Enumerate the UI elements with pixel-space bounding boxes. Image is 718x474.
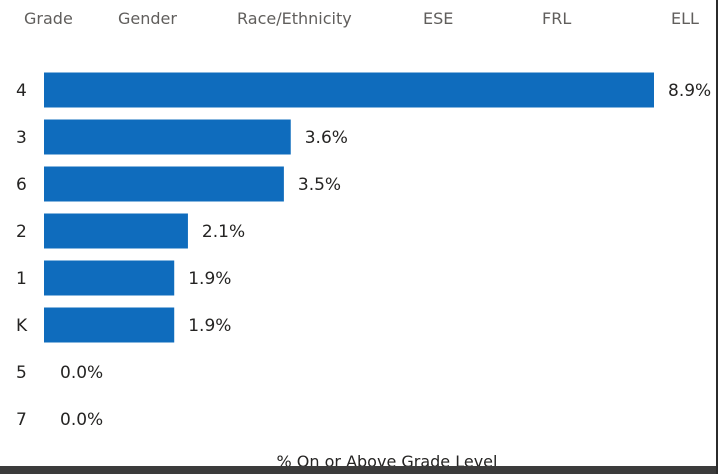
data-label-1: 1.9% bbox=[188, 269, 231, 289]
category-label-k: K bbox=[16, 316, 28, 336]
bar-4[interactable] bbox=[44, 72, 654, 108]
bottom-border bbox=[0, 466, 718, 474]
data-label-3: 3.6% bbox=[305, 128, 348, 148]
bar-chart: 4 8.9% 3 3.6% 6 3.5% 2 2.1% 1 1.9% K 1.9% 5 0.0% 7 0.0% bbox=[0, 60, 718, 450]
data-label-2: 2.1% bbox=[202, 222, 245, 242]
bar-2[interactable] bbox=[44, 213, 188, 249]
tab-ese[interactable]: ESE bbox=[423, 9, 454, 28]
data-label-k: 1.9% bbox=[188, 316, 231, 336]
category-label-4: 4 bbox=[16, 81, 27, 101]
tab-race-ethnicity[interactable]: Race/Ethnicity bbox=[237, 9, 352, 28]
right-border bbox=[716, 0, 718, 474]
bar-6[interactable] bbox=[44, 166, 284, 202]
category-label-6: 6 bbox=[16, 175, 27, 195]
data-label-7: 0.0% bbox=[60, 410, 103, 430]
category-label-7: 7 bbox=[16, 410, 27, 430]
category-label-1: 1 bbox=[16, 269, 27, 289]
category-label-5: 5 bbox=[16, 363, 27, 383]
bar-k[interactable] bbox=[44, 307, 175, 343]
data-label-4: 8.9% bbox=[668, 81, 711, 101]
category-label-2: 2 bbox=[16, 222, 27, 242]
tab-grade[interactable]: Grade bbox=[24, 9, 73, 28]
tab-frl[interactable]: FRL bbox=[542, 9, 572, 28]
data-label-5: 0.0% bbox=[60, 363, 103, 383]
data-label-6: 3.5% bbox=[298, 175, 341, 195]
bar-1[interactable] bbox=[44, 260, 175, 296]
tab-ell[interactable]: ELL bbox=[671, 9, 699, 28]
category-label-3: 3 bbox=[16, 128, 27, 148]
bar-chart-svg: 4 8.9% 3 3.6% 6 3.5% 2 2.1% 1 1.9% K 1.9% 5 0.0% 7 0.0% bbox=[16, 72, 711, 430]
bar-3[interactable] bbox=[44, 119, 291, 155]
filter-tabs: Grade Gender Race/Ethnicity ESE FRL ELL bbox=[0, 0, 718, 40]
tab-gender[interactable]: Gender bbox=[118, 9, 177, 28]
